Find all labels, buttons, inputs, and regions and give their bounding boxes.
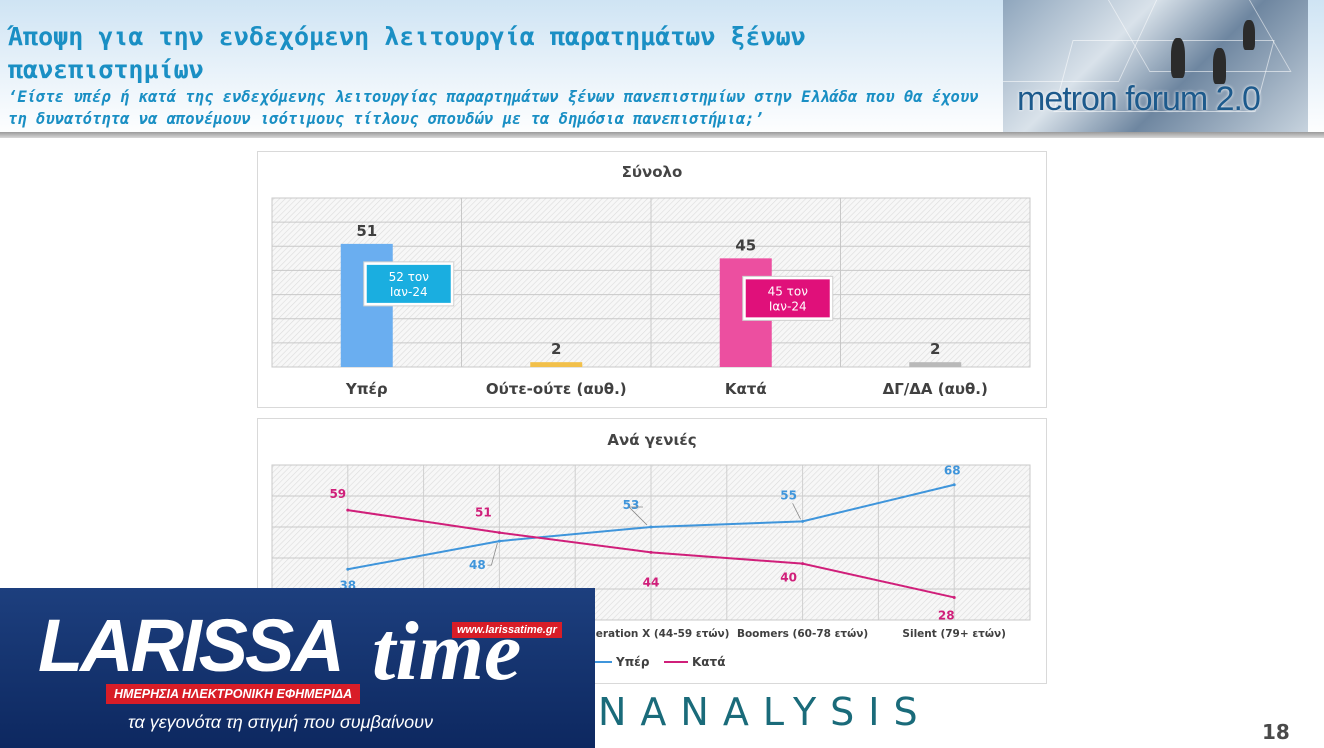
data-label: 2 [930,340,940,358]
data-label: 45 [735,236,756,254]
bar [530,362,583,367]
metron-forum-logo: metron forum 2.0 [1017,80,1261,118]
data-point [801,562,805,566]
data-label: 2 [551,340,561,358]
header-photo: metron forum 2.0 [1003,0,1308,132]
callout-text: Ιαν-24 [769,299,807,313]
callout-text: 45 τον [768,284,809,298]
ad-url[interactable]: www.larissatime.gr [452,622,562,638]
data-label: 51 [475,506,492,520]
bar [909,362,962,367]
category-label: ΔΓ/ΔΑ (αυθ.) [883,380,988,398]
category-label: Κατά [725,380,767,398]
leader-line [792,503,801,520]
data-point [649,525,653,529]
legend-label: Υπέρ [615,655,650,669]
larissa-logo-text: LARISSA [38,604,345,687]
data-label: 44 [643,575,660,589]
header-divider [0,132,1324,138]
leader-line [628,506,648,526]
chart-title: Ανά γενιές [607,431,697,449]
larissatime-ad-banner[interactable]: LARISSA time www.larissatime.gr ΗΜΕΡΗΣΙΑ… [0,588,595,748]
data-point [952,595,956,599]
bar-chart: 51 Υπέρ 2 Ούτε-ούτε (αυθ.) 45 Κατά 2 ΔΓ/ΔΑ (αυθ… [271,197,1031,398]
data-label: 68 [944,464,961,478]
line-chart: Generation X (44-59 ετών) Boomers (60-78 … [271,464,1031,669]
legend-label: Κατά [692,655,725,669]
data-point [346,508,350,512]
chart-title: Σύνολο [621,163,683,181]
data-label: 55 [780,488,797,502]
data-point [801,519,805,523]
category-label: Boomers (60-78 ετών) [737,628,868,640]
category-label: Ούτε-ούτε (αυθ.) [486,380,627,398]
analysis-logo: NANALYSIS [598,690,932,734]
data-point [346,567,350,571]
data-label: 53 [623,498,640,512]
data-label: 48 [469,558,486,572]
leader-line [487,542,498,566]
data-label: 28 [938,608,955,622]
data-point [497,531,501,535]
page-number: 18 [1262,720,1290,744]
plot-border [271,197,1031,368]
ad-daily-label: ΗΜΕΡΗΣΙΑ ΗΛΕΚΤΡΟΝΙΚΗ ΕΦΗΜΕΡΙΔΑ [106,684,361,704]
category-label: Silent (79+ ετών) [902,628,1006,640]
data-label: 59 [329,487,346,501]
slide-subtitle: ‘Είστε υπέρ ή κατά της ενδεχόμενης λειτο… [8,88,979,128]
callout-box [745,279,830,318]
slide-title: Άποψη για την ενδεχόμενη λειτουργία παρα… [8,22,806,84]
callout-box [366,264,451,303]
data-point [952,483,956,487]
data-label: 40 [780,571,797,585]
slide-header: Άποψη για την ενδεχόμενη λειτουργία παρα… [0,0,1324,138]
data-point [497,539,501,543]
data-point [649,550,653,554]
category-label: Generation X (44-59 ετών) [573,628,730,640]
callout-text: Ιαν-24 [390,285,428,299]
total-chart-panel: Σύνολο 51 Υπέρ 2 Ούτε-ούτε (αυθ.) 45 Κατά 2 ΔΓ/… [257,151,1047,408]
data-label: 51 [356,222,377,240]
callout-text: 52 τον [389,270,430,284]
plot-border [271,464,1031,621]
ad-tagline: τα γεγονότα τη στιγμή που συμβαίνουν [128,712,433,732]
category-label: Υπέρ [345,380,388,398]
